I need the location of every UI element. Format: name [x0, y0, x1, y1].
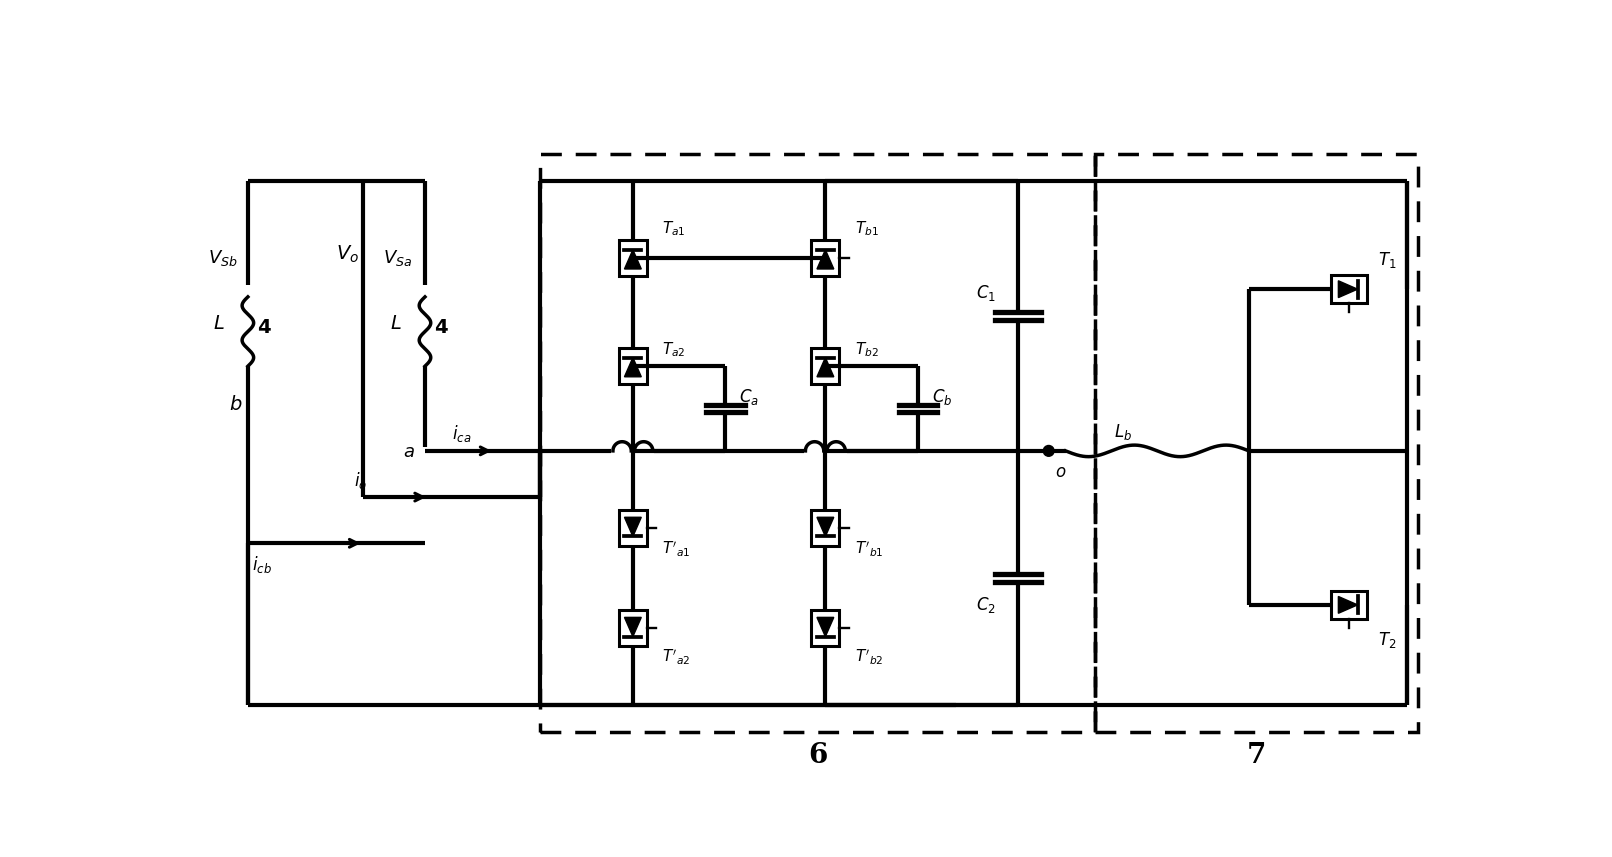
Text: $V_{Sa}$: $V_{Sa}$ — [382, 249, 411, 268]
Polygon shape — [817, 357, 833, 377]
Bar — [1095, 154, 1419, 732]
Text: $L_b$: $L_b$ — [1114, 422, 1132, 441]
Text: $T_{a1}$: $T_{a1}$ — [663, 219, 685, 238]
Text: $C_a$: $C_a$ — [740, 387, 759, 407]
Text: $C_b$: $C_b$ — [932, 387, 953, 407]
Text: $o$: $o$ — [1054, 464, 1066, 481]
Text: $L$: $L$ — [213, 315, 226, 333]
Text: $T_{b1}$: $T_{b1}$ — [854, 219, 879, 238]
Polygon shape — [624, 357, 642, 377]
Text: $i_{ca}$: $i_{ca}$ — [451, 423, 471, 445]
Text: $a$: $a$ — [403, 443, 416, 461]
Bar — [619, 240, 646, 277]
Text: $b$: $b$ — [229, 395, 242, 414]
Text: $T_2$: $T_2$ — [1378, 630, 1396, 650]
Text: $V_o$: $V_o$ — [337, 244, 359, 265]
Text: $T_1$: $T_1$ — [1378, 250, 1396, 270]
Text: $i_o$: $i_o$ — [355, 470, 368, 491]
Bar — [1332, 590, 1367, 619]
Text: $T'_{b1}$: $T'_{b1}$ — [854, 540, 883, 559]
Text: $T_{b2}$: $T_{b2}$ — [854, 340, 879, 358]
Polygon shape — [817, 249, 833, 269]
Text: $C_2$: $C_2$ — [975, 595, 995, 614]
Text: $\mathbf{4}$: $\mathbf{4}$ — [434, 319, 450, 337]
Bar — [811, 610, 840, 646]
Text: 7: 7 — [1248, 741, 1267, 769]
Text: $i_{cb}$: $i_{cb}$ — [251, 554, 271, 575]
Polygon shape — [624, 617, 642, 637]
Polygon shape — [624, 518, 642, 536]
Bar — [1332, 275, 1367, 303]
Polygon shape — [1338, 596, 1357, 614]
Polygon shape — [817, 617, 833, 637]
Bar — [811, 348, 840, 384]
Bar — [619, 510, 646, 546]
Polygon shape — [817, 518, 833, 536]
Polygon shape — [1338, 281, 1357, 297]
Text: $T'_{a1}$: $T'_{a1}$ — [663, 540, 690, 559]
Circle shape — [1043, 446, 1054, 456]
Text: $L$: $L$ — [390, 315, 401, 333]
Bar — [540, 154, 1095, 732]
Text: $\mathbf{4}$: $\mathbf{4}$ — [258, 319, 272, 337]
Polygon shape — [624, 249, 642, 269]
Text: 6: 6 — [808, 741, 827, 769]
Bar — [619, 610, 646, 646]
Bar — [811, 240, 840, 277]
Text: $C_1$: $C_1$ — [975, 283, 996, 303]
Text: $V_{Sb}$: $V_{Sb}$ — [208, 249, 237, 268]
Text: $T'_{b2}$: $T'_{b2}$ — [854, 648, 883, 667]
Text: $T'_{a2}$: $T'_{a2}$ — [663, 648, 690, 667]
Bar — [619, 348, 646, 384]
Bar — [811, 510, 840, 546]
Text: $T_{a2}$: $T_{a2}$ — [663, 340, 685, 358]
